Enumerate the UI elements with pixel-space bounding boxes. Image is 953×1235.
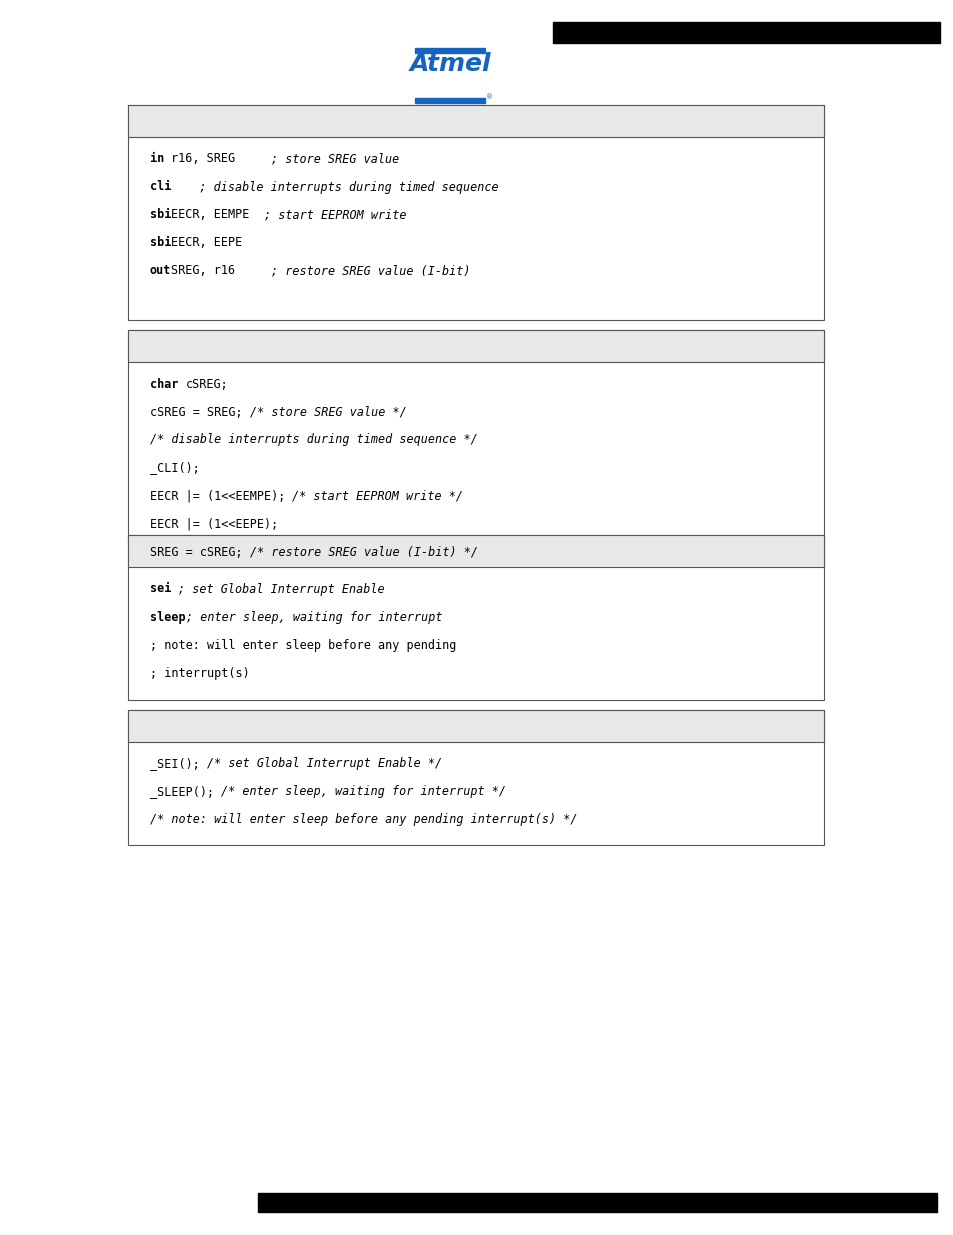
Text: EECR, EEMPE: EECR, EEMPE	[172, 209, 264, 221]
Text: r16, SREG: r16, SREG	[172, 152, 271, 165]
Text: EECR, EEPE: EECR, EEPE	[172, 236, 242, 249]
Text: ; start EEPROM write: ; start EEPROM write	[264, 209, 406, 221]
Text: sleep: sleep	[150, 610, 186, 624]
Text: ; enter sleep, waiting for interrupt: ; enter sleep, waiting for interrupt	[186, 610, 441, 624]
Text: ; interrupt(s): ; interrupt(s)	[150, 667, 250, 679]
Bar	[415, 48, 484, 53]
Bar	[553, 22, 939, 43]
Text: ; note: will enter sleep before any pending: ; note: will enter sleep before any pend…	[150, 638, 456, 652]
Text: cli: cli	[150, 180, 178, 194]
Text: ; restore SREG value (I-bit): ; restore SREG value (I-bit)	[271, 264, 470, 278]
Text: _SEI();: _SEI();	[150, 757, 207, 771]
Text: EECR |= (1<<EEMPE);: EECR |= (1<<EEMPE);	[150, 489, 293, 503]
Bar	[128, 330, 823, 540]
Text: /* start EEPROM write */: /* start EEPROM write */	[293, 489, 463, 503]
Text: cSREG = SREG;: cSREG = SREG;	[150, 405, 250, 419]
Text: in: in	[150, 152, 172, 165]
Text: _SLEEP();: _SLEEP();	[150, 785, 221, 799]
Text: SREG = cSREG;: SREG = cSREG;	[150, 546, 250, 558]
Text: sbi: sbi	[150, 236, 172, 249]
Text: SREG, r16: SREG, r16	[172, 264, 271, 278]
Text: out: out	[150, 264, 172, 278]
Text: sbi: sbi	[150, 209, 172, 221]
Text: _CLI();: _CLI();	[150, 462, 200, 474]
Text: cSREG;: cSREG;	[186, 378, 228, 390]
Bar	[128, 105, 823, 137]
Bar	[128, 710, 823, 845]
Bar	[128, 330, 823, 362]
Text: ; disable interrupts during timed sequence: ; disable interrupts during timed sequen…	[178, 180, 498, 194]
Text: Atmel: Atmel	[409, 52, 490, 77]
Text: ; set Global Interrupt Enable: ; set Global Interrupt Enable	[178, 583, 385, 595]
Text: /* restore SREG value (I-bit) */: /* restore SREG value (I-bit) */	[250, 546, 477, 558]
Text: /* note: will enter sleep before any pending interrupt(s) */: /* note: will enter sleep before any pen…	[150, 814, 577, 826]
Bar	[128, 105, 823, 320]
Text: /* store SREG value */: /* store SREG value */	[250, 405, 406, 419]
Text: char: char	[150, 378, 186, 390]
Bar	[257, 1193, 936, 1212]
Text: sei: sei	[150, 583, 178, 595]
Bar	[128, 535, 823, 700]
Text: ; store SREG value: ; store SREG value	[271, 152, 399, 165]
Text: EECR |= (1<<EEPE);: EECR |= (1<<EEPE);	[150, 517, 278, 531]
Text: /* set Global Interrupt Enable */: /* set Global Interrupt Enable */	[207, 757, 441, 771]
Bar	[128, 535, 823, 567]
Text: /* disable interrupts during timed sequence */: /* disable interrupts during timed seque…	[150, 433, 477, 447]
Text: ®: ®	[485, 94, 493, 100]
Bar	[415, 98, 484, 103]
Bar	[128, 710, 823, 742]
Text: /* enter sleep, waiting for interrupt */: /* enter sleep, waiting for interrupt */	[221, 785, 506, 799]
